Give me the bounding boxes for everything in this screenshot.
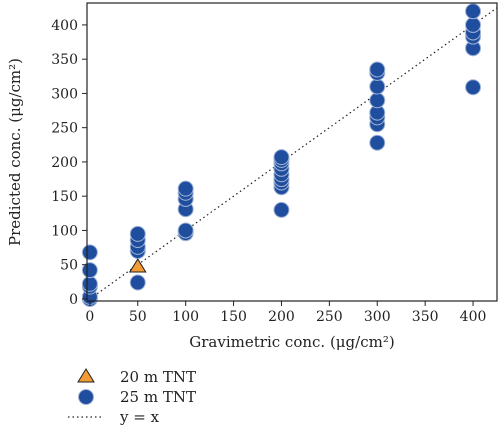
y-tick-label: 150 (51, 189, 78, 205)
plot-frame (86, 2, 498, 302)
legend-label-20m: 20 m TNT (120, 368, 196, 386)
point-25m-tnt (369, 92, 386, 109)
point-25m-tnt (273, 201, 290, 218)
x-tick-label: 100 (172, 309, 199, 325)
point-25m-tnt (129, 225, 146, 242)
y-tick-label: 400 (51, 18, 78, 34)
x-tick-label: 250 (316, 309, 343, 325)
point-25m-tnt (369, 78, 386, 95)
x-tick-label: 200 (268, 309, 295, 325)
x-tick-label: 300 (364, 309, 391, 325)
point-25m-tnt (81, 262, 98, 279)
point-20m-tnt (128, 258, 147, 273)
y-tick-label: 350 (51, 52, 78, 68)
x-tick-label: 150 (220, 309, 247, 325)
y-axis: 0 50 100 150 200 250 300 350 400 (51, 18, 87, 308)
plot-marks (81, 3, 498, 307)
x-tick-label: 350 (412, 309, 439, 325)
point-25m-tnt (273, 149, 290, 166)
point-25m-tnt (177, 180, 194, 197)
legend-triangle-marker (77, 368, 95, 383)
y-axis-title: Predicted conc. (μg/cm²) (6, 58, 24, 246)
point-25m-tnt (465, 3, 482, 20)
y-tick-label: 200 (51, 155, 78, 171)
x-tick-label: 0 (85, 309, 94, 325)
y-tick-label: 250 (51, 121, 78, 137)
x-tick-label: 50 (129, 309, 147, 325)
point-25m-tnt (369, 134, 386, 151)
y-tick-label: 0 (69, 292, 78, 308)
legend: 20 m TNT 25 m TNT y = x (68, 368, 196, 426)
point-25m-tnt (129, 274, 146, 291)
point-25m-tnt (177, 222, 194, 239)
legend-label-25m: 25 m TNT (120, 388, 196, 406)
x-axis: 0 50 100 150 200 250 300 350 400 (85, 301, 486, 325)
point-25m-tnt (465, 16, 482, 33)
point-25m-tnt (81, 275, 98, 292)
y-tick-label: 100 (51, 223, 78, 239)
point-25m-tnt (81, 244, 98, 261)
legend-label-yx: y = x (119, 408, 160, 426)
y-tick-label: 300 (51, 86, 78, 102)
point-25m-tnt (369, 61, 386, 78)
x-tick-label: 400 (460, 309, 487, 325)
x-axis-title: Gravimetric conc. (μg/cm²) (189, 333, 394, 351)
y-tick-label: 50 (60, 258, 78, 274)
legend-circle-marker (78, 389, 94, 405)
point-25m-tnt (465, 79, 482, 96)
identity-line (89, 7, 498, 300)
